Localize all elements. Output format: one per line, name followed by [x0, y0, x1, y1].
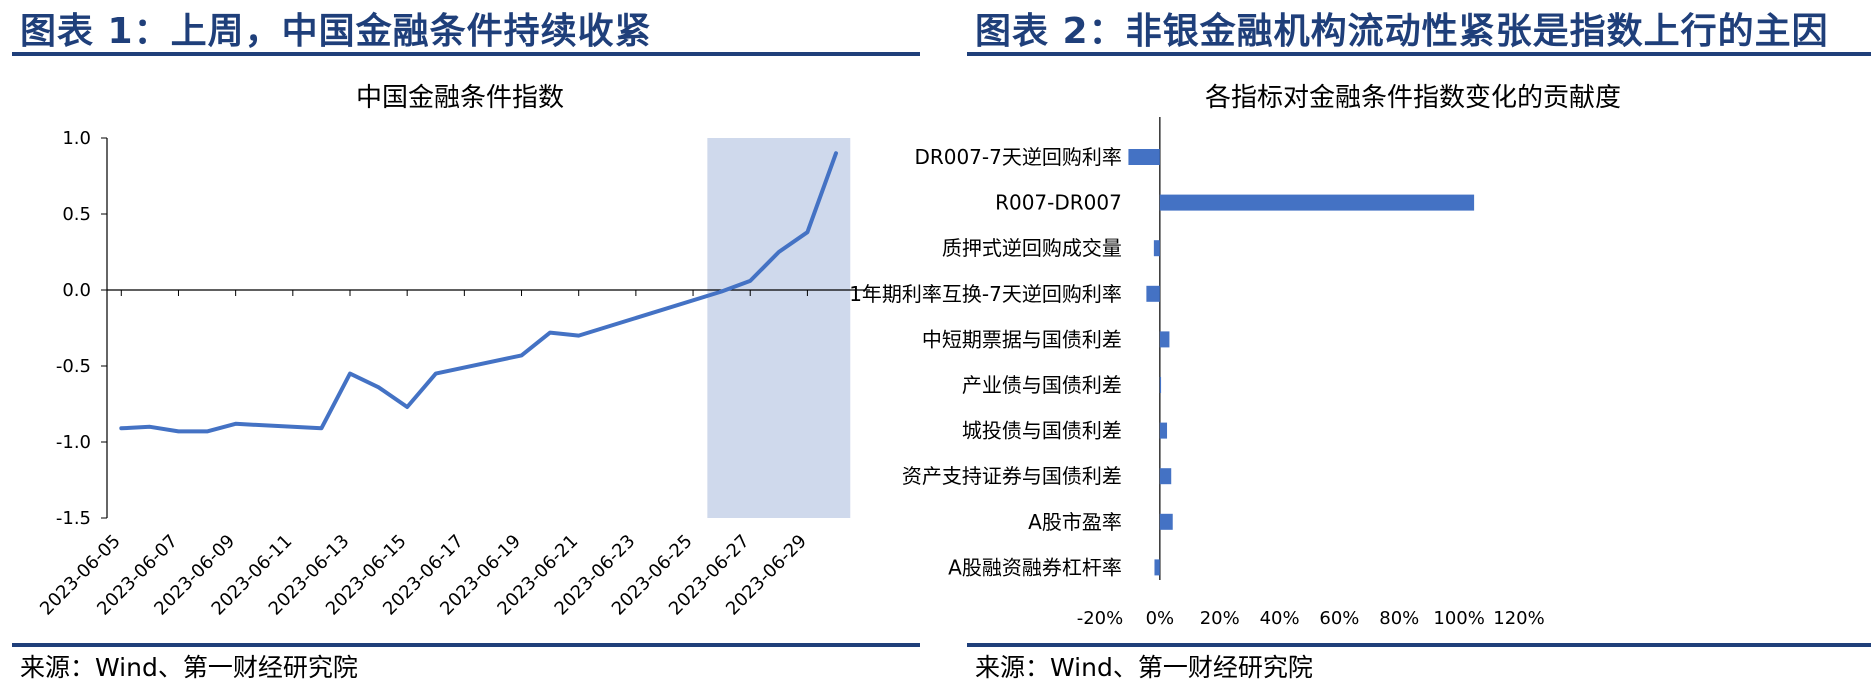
bar: [1159, 194, 1475, 211]
category-label: 城投债与国债利差: [962, 419, 1122, 443]
line-chart: 1.00.50.0-0.5-1.0-1.52023-06-052023-06-0…: [36, 128, 870, 620]
highlight-band: [707, 138, 851, 518]
category-label: 产业债与国债利差: [962, 373, 1122, 397]
figure-2-title: 图表 2：非银金融机构流动性紧张是指数上行的主因: [975, 11, 1829, 52]
x-tick-label: 0%: [1146, 608, 1175, 629]
x-tick-label: 60%: [1319, 608, 1359, 629]
x-tick-label: 80%: [1379, 608, 1419, 629]
y-tick-label: 0.0: [62, 280, 91, 301]
figure-1-top-rule: [12, 52, 920, 56]
bar: [1146, 285, 1160, 302]
figure-2-top-rule: [967, 52, 1871, 56]
y-tick-label: 0.5: [62, 204, 91, 225]
x-tick-label: 120%: [1493, 608, 1544, 629]
bar: [1159, 468, 1172, 485]
category-label: 资产支持证券与国债利差: [902, 464, 1122, 488]
figure-1-bottom-rule: [12, 643, 920, 647]
bar: [1128, 149, 1160, 165]
category-label: 1年期利率互换-7天逆回购利率: [849, 282, 1122, 306]
figure-1-panel: 图表 1：上周，中国金融条件持续收紧 中国金融条件指数 1.0 0.5 0.0 -0.…: [0, 0, 920, 691]
bar: [1159, 513, 1173, 530]
category-label: 中短期票据与国债利差: [922, 327, 1122, 351]
category-label: 质押式逆回购成交量: [942, 236, 1122, 260]
figure-2-source: 来源：Wind、第一财经研究院: [975, 653, 1313, 682]
category-label: A股融资融券杠杆率: [948, 555, 1122, 579]
bar: [1159, 331, 1170, 348]
x-tick-label: -20%: [1077, 608, 1124, 629]
chart-2-title: 各指标对金融条件指数变化的贡献度: [1204, 83, 1621, 113]
x-tick-label: 20%: [1200, 608, 1240, 629]
bar: [1154, 559, 1160, 576]
y-tick-label: -1.5: [56, 508, 91, 529]
chart-1-title: 中国金融条件指数: [355, 83, 564, 113]
figure-2-panel: 图表 2：非银金融机构流动性紧张是指数上行的主因 各指标对金融条件指数变化的贡献…: [849, 0, 1871, 691]
category-label: A股市盈率: [1028, 510, 1122, 534]
category-label: R007-DR007: [995, 191, 1122, 215]
bar: [1159, 377, 1162, 393]
bar-chart: DR007-7天逆回购利率 R007-DR007 质押式逆回购成交量 1年期利率互换-…: [849, 117, 1545, 629]
bar: [1153, 240, 1160, 257]
y-tick-label: -1.0: [56, 432, 91, 453]
figure-1-source: 来源：Wind、第一财经研究院: [20, 653, 358, 682]
category-label: DR007-7天逆回购利率: [914, 145, 1121, 169]
figure-1-title: 图表 1：上周，中国金融条件持续收紧: [20, 11, 652, 52]
x-tick-label: 100%: [1433, 608, 1484, 629]
series-line: [119, 151, 838, 434]
bar: [1159, 422, 1168, 439]
y-tick-label: -0.5: [56, 356, 91, 377]
y-tick-label: 1.0: [62, 128, 91, 149]
x-tick-label: 40%: [1260, 608, 1300, 629]
figure-2-bottom-rule: [967, 643, 1871, 647]
